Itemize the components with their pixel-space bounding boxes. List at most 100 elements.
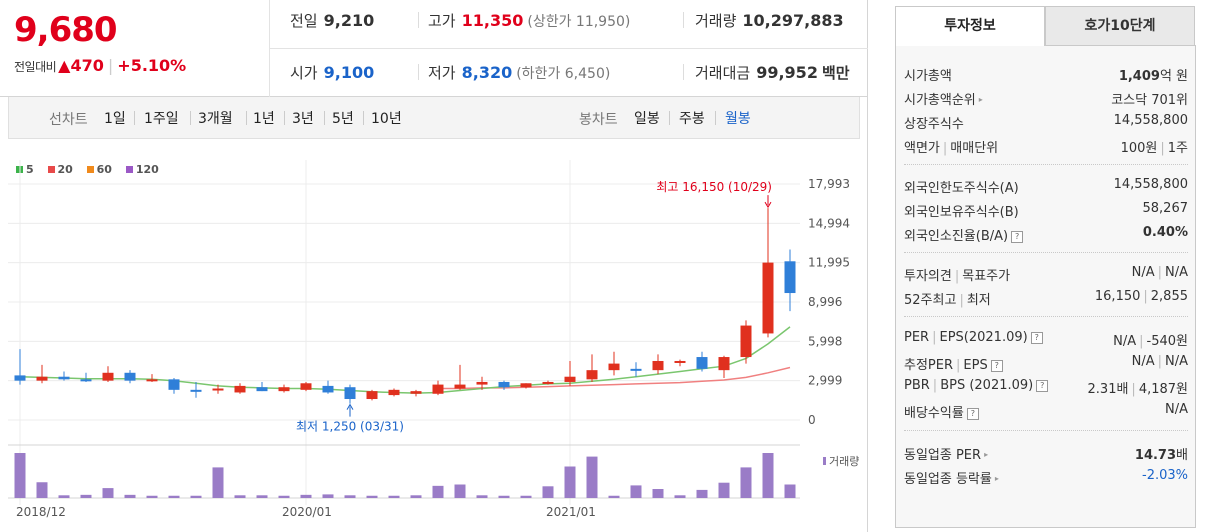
open-price: 시가 9,100	[290, 63, 375, 82]
legend-ma120: 120	[125, 163, 159, 176]
candle-body	[80, 379, 92, 382]
y-tick-label: 17,993	[808, 177, 850, 191]
market-cap-row: 시가총액 1,409억 원	[904, 69, 1188, 84]
invest-info-table: 시가총액 1,409억 원 시가총액순위 ▸ 코스닥 701위 상장주식수 14,…	[895, 46, 1196, 528]
volume-bar	[102, 488, 114, 498]
y-tick-label: 11,995	[808, 256, 850, 270]
volume-bar	[520, 495, 532, 498]
volume-bar	[256, 495, 268, 498]
52week-row: 52주최고 | 최저 16,150 | 2,855	[904, 289, 1188, 308]
volume-bar	[718, 482, 730, 498]
candle-body	[564, 376, 576, 382]
candle-chart-title: 봉차트	[579, 112, 618, 128]
volume-bar	[608, 495, 620, 498]
period-selector: 선차트 1일 1주일 3개월 1년 3년 5년 10년 봉차트 일봉 주봉 월봉	[8, 97, 860, 139]
y-tick-label: 0	[808, 413, 816, 427]
price-summary: 9,680 전일대비 ▲470 | +5.10% 전일 9,210 고가 11,350 (상…	[0, 0, 868, 97]
industry-rate-row[interactable]: 동일업종 등락률 ▸ -2.03%	[904, 468, 1188, 487]
volume-bar	[696, 489, 708, 498]
candle-weekly-button[interactable]: 주봉	[679, 111, 705, 127]
candle-body	[652, 360, 664, 371]
volume-bar	[300, 494, 312, 498]
candle-daily-button[interactable]: 일봉	[634, 111, 660, 127]
y-tick-label: 14,994	[808, 216, 850, 230]
x-tick-label: 2018/12	[16, 505, 66, 519]
candlestick-chart[interactable]: 17,993 14,994 11,995 8,996 5,998 2,999 0 2018/1…	[0, 140, 868, 532]
volume-legend-swatch	[823, 457, 826, 465]
y-tick-label: 2,999	[808, 374, 842, 388]
par-value-row: 액면가 | 매매단위 100원 | 1주	[904, 141, 1188, 156]
volume-bar	[784, 484, 796, 498]
volume-bar	[80, 494, 92, 498]
candle-body	[36, 376, 48, 381]
period-3m-button[interactable]: 3개월	[198, 111, 233, 127]
min-price-annotation: 최저 1,250 (03/31)	[296, 420, 404, 434]
volume-bar	[14, 453, 26, 498]
volume-bar	[630, 485, 642, 498]
x-tick-label: 2021/01	[546, 505, 596, 519]
candle-body	[366, 391, 378, 400]
volume-bar	[454, 484, 466, 498]
candle-body	[102, 372, 114, 381]
volume-bar	[322, 494, 334, 498]
candle-body	[520, 383, 532, 388]
volume-bar	[388, 495, 400, 498]
candle-body	[696, 357, 708, 369]
candle-body	[256, 387, 268, 392]
candle-body	[278, 387, 290, 392]
help-icon[interactable]: ?	[966, 408, 979, 420]
volume-bar	[652, 489, 664, 498]
arrow-right-icon: ▸	[994, 474, 999, 483]
volume-bar	[674, 495, 686, 498]
period-10y-button[interactable]: 10년	[371, 111, 402, 127]
help-icon[interactable]: ?	[990, 360, 1003, 372]
pbr-row: PBR | BPS (2021.09)? 2.31배 | 4,187원	[904, 378, 1188, 397]
volume-bar	[564, 466, 576, 498]
period-3y-button[interactable]: 3년	[292, 111, 314, 127]
volume-bar	[498, 495, 510, 498]
candle-body	[718, 357, 730, 371]
x-tick-label: 2020/01	[282, 505, 332, 519]
volume-bar	[762, 453, 774, 498]
period-1w-button[interactable]: 1주일	[144, 111, 179, 127]
candle-body	[388, 389, 400, 396]
change-label: 전일대비	[14, 60, 57, 74]
tab-hoga[interactable]: 호가10단계	[1045, 6, 1195, 46]
volume-bar	[344, 495, 356, 498]
price-change: 전일대비 ▲470 | +5.10%	[14, 56, 187, 75]
candle-body	[14, 375, 26, 381]
change-amount: 470	[70, 56, 104, 75]
candle-body	[190, 389, 202, 392]
volume-bar	[476, 495, 488, 498]
current-price: 9,680	[14, 10, 118, 50]
candle-body	[630, 368, 642, 371]
foreign-limit-row: 외국인한도주식수(A) 14,558,800	[904, 177, 1188, 196]
candle-body	[322, 385, 334, 393]
candle-body	[146, 379, 158, 382]
volume-bar	[740, 467, 752, 498]
candle-body	[586, 370, 598, 380]
volume-bar	[212, 467, 224, 498]
candle-body	[762, 262, 774, 334]
market-cap-rank-row[interactable]: 시가총액순위 ▸ 코스닥 701위	[904, 93, 1188, 108]
period-1y-button[interactable]: 1년	[253, 111, 275, 127]
trade-amount: 거래대금 99,952 백만	[695, 63, 850, 82]
min-arrow-head-icon	[346, 403, 354, 410]
volume-bar	[36, 482, 48, 498]
candle-body	[608, 363, 620, 371]
ma5-line	[19, 326, 791, 394]
period-1d-button[interactable]: 1일	[104, 111, 126, 127]
opinion-row: 투자의견 | 목표주가 N/A | N/A	[904, 265, 1188, 284]
est-per-row: 추정PER | EPS? N/A | N/A	[904, 354, 1188, 373]
foreign-hold-row: 외국인보유주식수(B) 58,267	[904, 201, 1188, 220]
help-icon[interactable]: ?	[1036, 380, 1049, 392]
up-arrow-icon: ▲	[58, 56, 71, 75]
volume: 거래량 10,297,883	[695, 11, 844, 30]
industry-per-row[interactable]: 동일업종 PER ▸ 14.73배	[904, 448, 1188, 463]
period-5y-button[interactable]: 5년	[332, 111, 354, 127]
candle-body	[410, 391, 422, 394]
help-icon[interactable]: ?	[1030, 332, 1043, 344]
help-icon[interactable]: ?	[1011, 231, 1024, 243]
candle-monthly-button[interactable]: 월봉	[725, 111, 751, 127]
tab-invest-info[interactable]: 투자정보	[895, 6, 1045, 46]
